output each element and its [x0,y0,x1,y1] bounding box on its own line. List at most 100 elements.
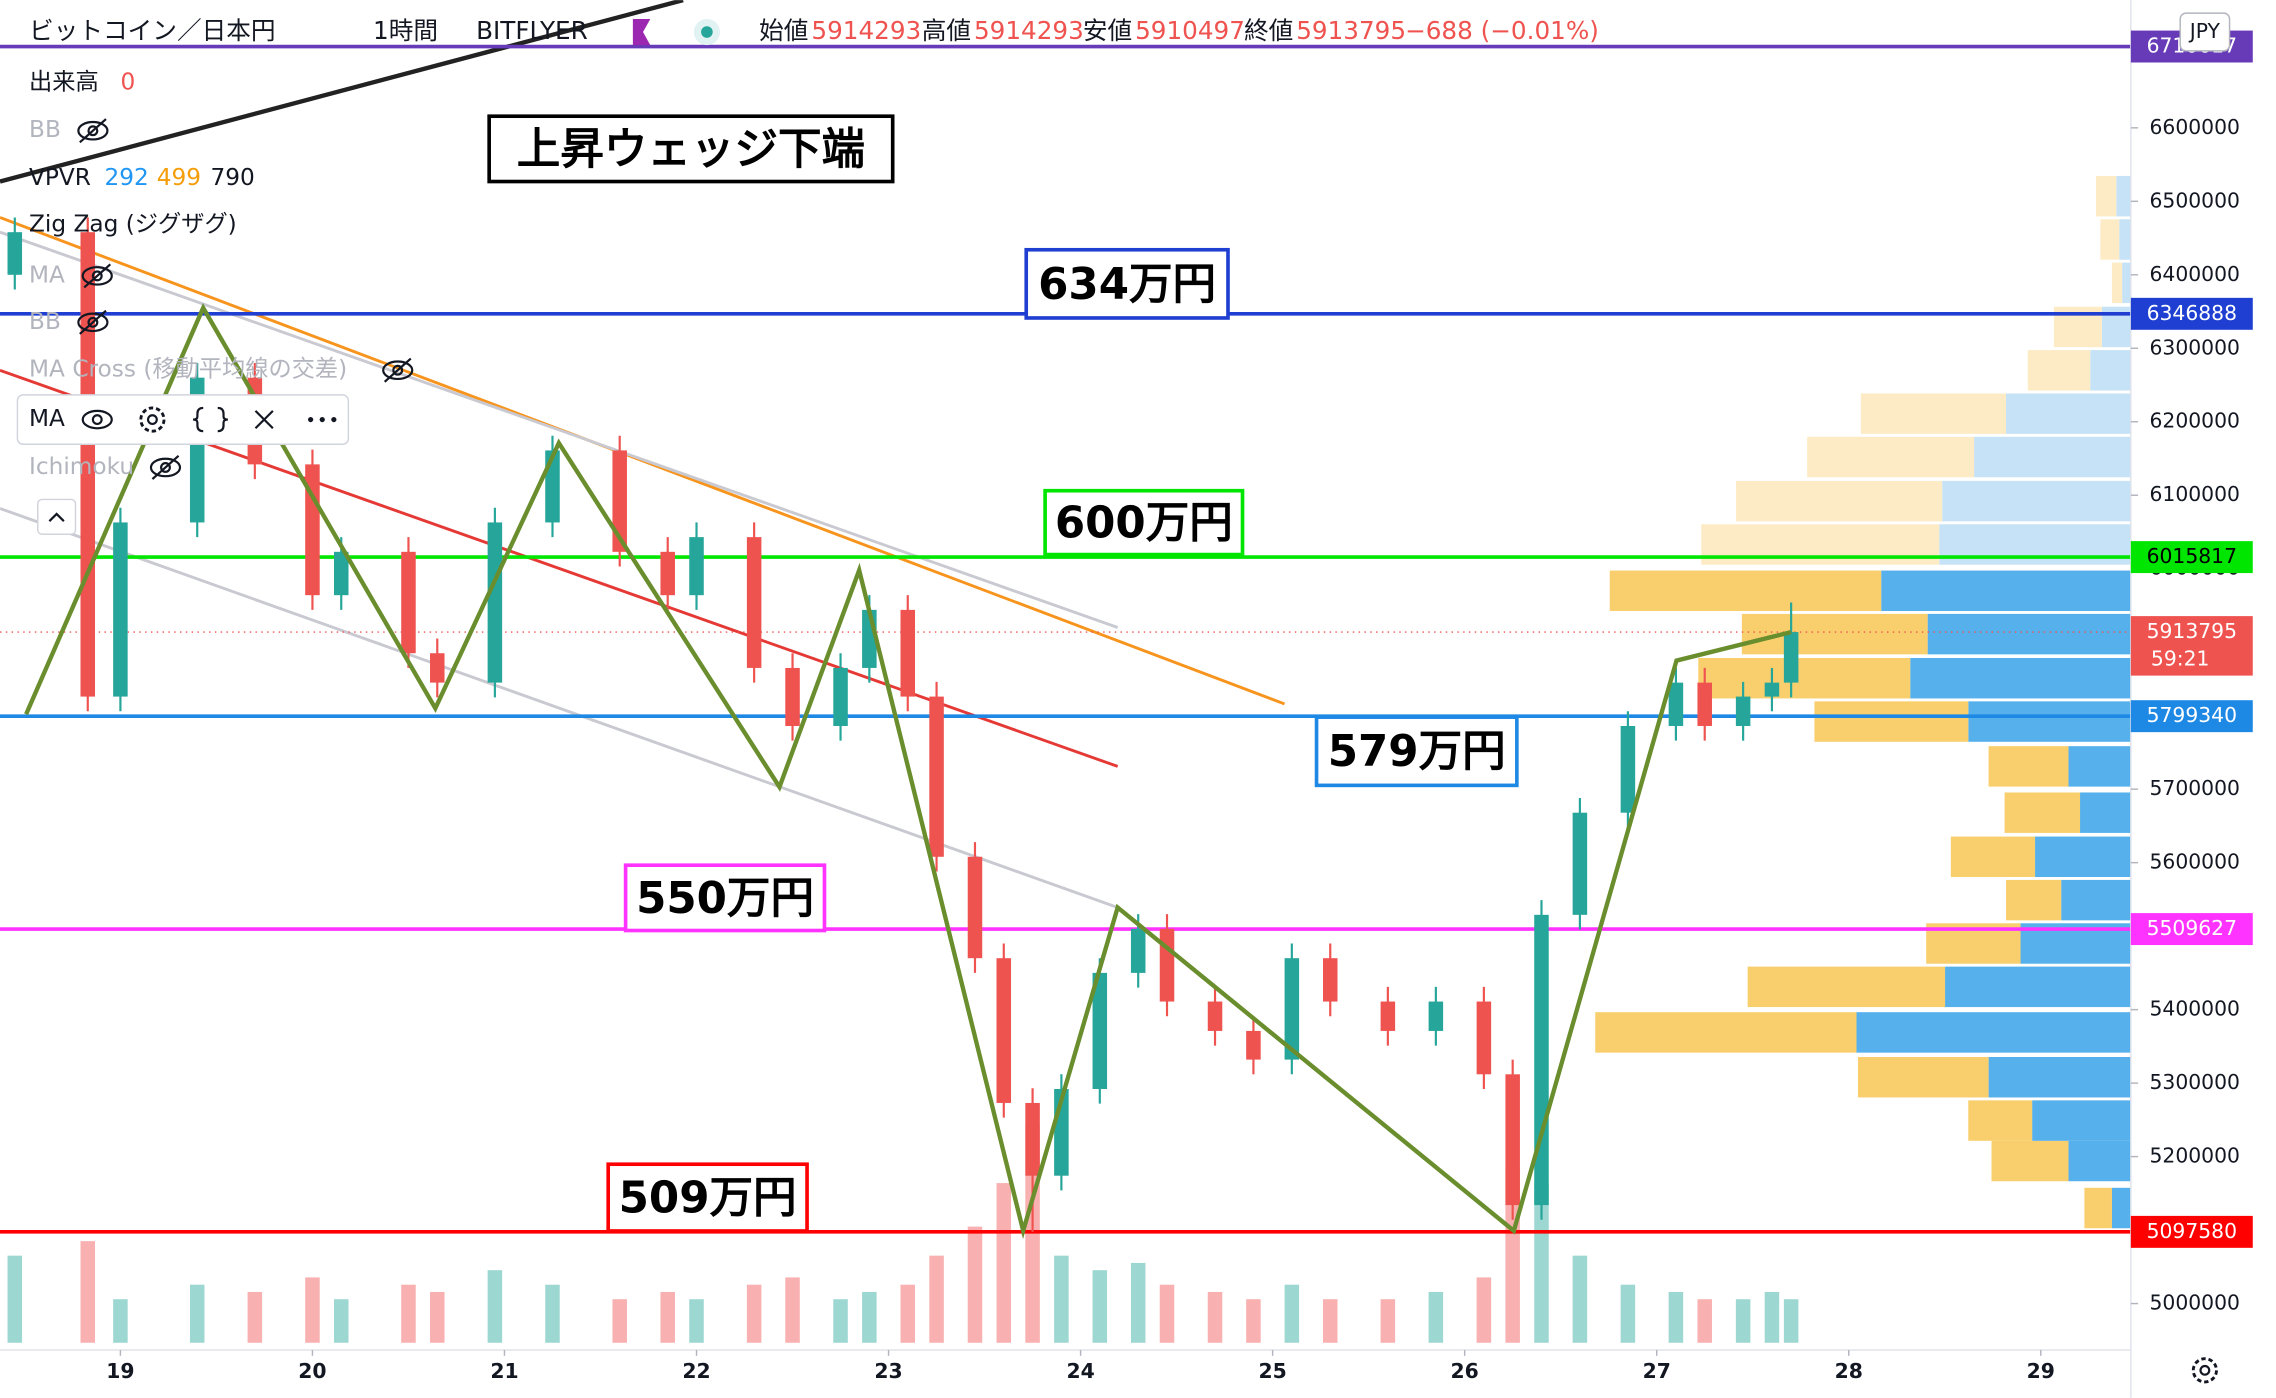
interval[interactable]: 1時間 [373,16,438,45]
volume-bar [1668,1291,1684,1343]
volume-bar [1054,1255,1069,1343]
candle-body [401,551,416,654]
volume-bar [900,1284,916,1343]
candle-body [7,232,23,275]
volume-bar [487,1270,503,1343]
toolbar-label[interactable]: MA [29,405,65,432]
candle-body [1534,914,1549,1206]
volume-profile-up [1814,701,1969,742]
more-button[interactable] [308,416,337,423]
hidden-eye-icon[interactable] [382,357,414,383]
volume-profile-down [2111,1187,2131,1229]
price-level-badge [2130,700,2253,733]
indicator-name[interactable]: Ichimoku [29,453,134,480]
volume-profile-down [2068,746,2131,787]
volume-profile-up [2027,350,2091,391]
collapse-button[interactable] [37,498,77,535]
volume-profile-down [1974,436,2131,478]
annotation-text: 634万円 [1038,260,1216,310]
indicator-name[interactable]: BB [29,308,61,335]
volume-bar [1534,1183,1549,1343]
hidden-eye-icon[interactable] [149,455,182,480]
volume-profile-up [1968,1100,2033,1141]
x-tick-label: 28 [1835,1359,1863,1383]
volume-bar [1130,1262,1146,1343]
ohlc-label: 安値 [1083,16,1132,45]
x-tick-label: 26 [1451,1359,1479,1383]
volume-profile-down [1942,480,2131,522]
hidden-eye-icon[interactable] [77,309,109,335]
x-tick-label: 19 [106,1359,134,1383]
annotation-text: 579万円 [1328,727,1506,777]
indicator-name[interactable]: Zig Zag (ジグザグ) [29,211,237,238]
ohlc-label: 始値 [759,16,808,45]
volume-bar [612,1299,627,1343]
indicator-name[interactable]: 出来高 [29,68,99,95]
y-tick-label: 5600000 [2149,850,2239,874]
volume-bar [689,1299,704,1343]
candle-body [1697,682,1712,726]
volume-bar [833,1299,848,1343]
flag-icon[interactable] [632,18,651,46]
settings-gear[interactable] [2191,1357,2218,1384]
candle-body [1505,1074,1520,1206]
indicator-name[interactable]: BB [29,116,61,143]
currency-button[interactable] [2179,12,2231,52]
ohlc-label: 終値 [1244,16,1293,45]
volume-profile-down [1910,657,2131,699]
volume-bar [545,1284,560,1343]
volume-bar [113,1299,128,1343]
volume-bar [189,1284,205,1343]
volume-profile-down [1856,1012,2131,1053]
source-button[interactable] [193,406,228,433]
volume-profile-down [1988,1057,2131,1098]
y-tick-label: 6500000 [2149,188,2239,212]
annotation-text: 509万円 [619,1174,797,1224]
candle-body [1284,958,1300,1060]
candle-body [1620,725,1636,813]
candle-body [746,537,762,668]
volume-bar [401,1284,416,1343]
volume-bar [1246,1299,1261,1343]
volume-profile-up [2100,219,2120,260]
candle-body [660,551,675,596]
indicator-name[interactable]: VPVR [29,164,91,191]
ohlc-value: 5914293 [974,16,1084,45]
volume-bar [1476,1277,1492,1343]
x-tick-label: 20 [298,1359,326,1383]
candle-body [430,653,445,683]
volume-profile-up [1609,570,1882,611]
candle-body [833,667,848,726]
y-tick-label: 6200000 [2149,409,2239,433]
volume-profile-up [1741,613,1928,655]
remove-button[interactable] [254,410,274,430]
y-tick-label: 6400000 [2149,262,2239,286]
volume-profile-up [1857,1057,1989,1098]
candle-body [785,667,800,726]
hidden-eye-icon[interactable] [77,118,109,144]
eye-button[interactable] [81,409,113,430]
y-tick-label: 5700000 [2149,776,2239,800]
indicator-name[interactable]: MA [29,261,65,288]
y-tick-label: 6100000 [2149,482,2239,506]
candle-body [1130,928,1146,973]
candle-body [929,696,944,857]
volume-profile-up [1807,436,1975,478]
annotation-box [1043,488,1245,557]
volume-bar [333,1299,349,1343]
hidden-eye-icon[interactable] [81,263,113,289]
current-price-label: 5913795 [2147,619,2237,643]
volume-profile-down [1945,966,2131,1008]
candle-body [1159,928,1175,1002]
candle-body [1783,632,1799,683]
y-tick-label: 6600000 [2149,115,2239,139]
volume-bar [7,1255,23,1343]
volume-profile-up [2096,175,2117,217]
price-level-badge [2130,297,2253,330]
indicator-name[interactable]: MA Cross (移動平均線の交差) [29,356,347,383]
x-tick-label: 21 [490,1359,518,1383]
volume-bar [1764,1291,1780,1343]
candle-body [689,537,704,596]
settings-button[interactable] [139,406,166,433]
